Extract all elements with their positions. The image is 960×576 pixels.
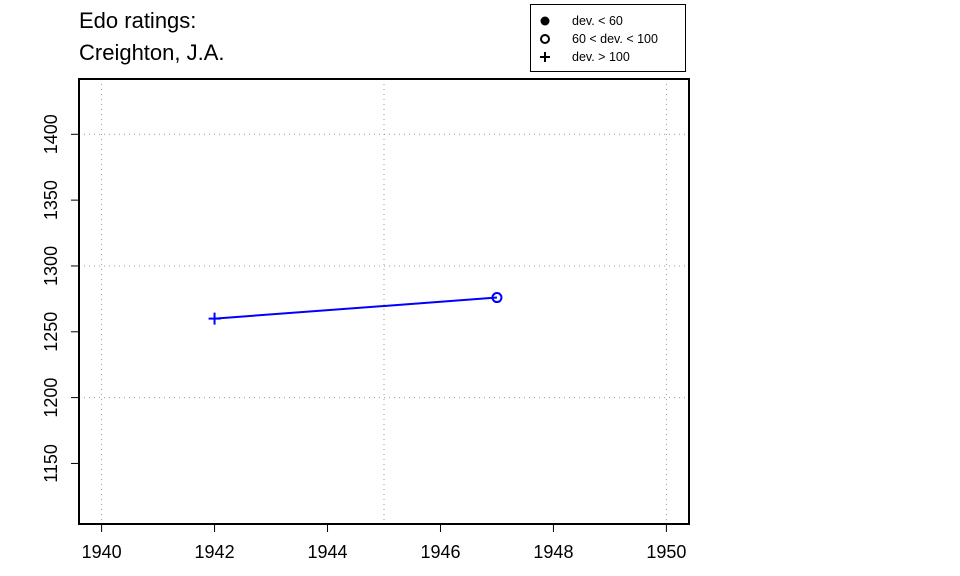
- y-tick-label: 1150: [41, 444, 61, 483]
- chart-title-line-1: Edo ratings:: [79, 8, 197, 33]
- x-tick-label: 1940: [82, 542, 122, 562]
- x-tick-label: 1944: [307, 542, 347, 562]
- series-line: [214, 296, 498, 320]
- legend-item-open-circle: 60 < dev. < 100: [531, 30, 685, 48]
- legend: dev. < 60 60 < dev. < 100 dev. > 100: [530, 4, 686, 72]
- legend-item-plus: dev. > 100: [531, 48, 685, 66]
- legend-item-filled-circle: dev. < 60: [531, 12, 685, 30]
- y-tick-label: 1250: [41, 312, 61, 352]
- series: [208, 292, 503, 325]
- plot-area-border: [78, 78, 690, 525]
- x-tick-label: 1948: [533, 542, 573, 562]
- legend-label: 60 < dev. < 100: [572, 32, 658, 46]
- x-tick-label: 1942: [195, 542, 235, 562]
- chart-title-line-2: Creighton, J.A.: [79, 40, 225, 65]
- y-tick-label: 1300: [41, 246, 61, 286]
- x-tick-label: 1946: [420, 542, 460, 562]
- axis-ticks: 1940 1942 1944 1946 1948 1950 1150 1200 1250 1300…: [41, 114, 686, 562]
- y-tick-label: 1350: [41, 180, 61, 220]
- legend-label: dev. < 60: [572, 14, 623, 28]
- y-tick-label: 1400: [41, 114, 61, 154]
- grid: [79, 79, 689, 524]
- x-tick-label: 1950: [646, 542, 686, 562]
- data-point-open-circle: [491, 292, 503, 304]
- data-point-plus: [208, 312, 221, 325]
- y-tick-label: 1200: [41, 378, 61, 418]
- legend-label: dev. > 100: [572, 50, 630, 64]
- filled-circle-icon: [540, 16, 550, 26]
- plus-icon: [540, 52, 550, 62]
- open-circle-icon: [540, 34, 550, 44]
